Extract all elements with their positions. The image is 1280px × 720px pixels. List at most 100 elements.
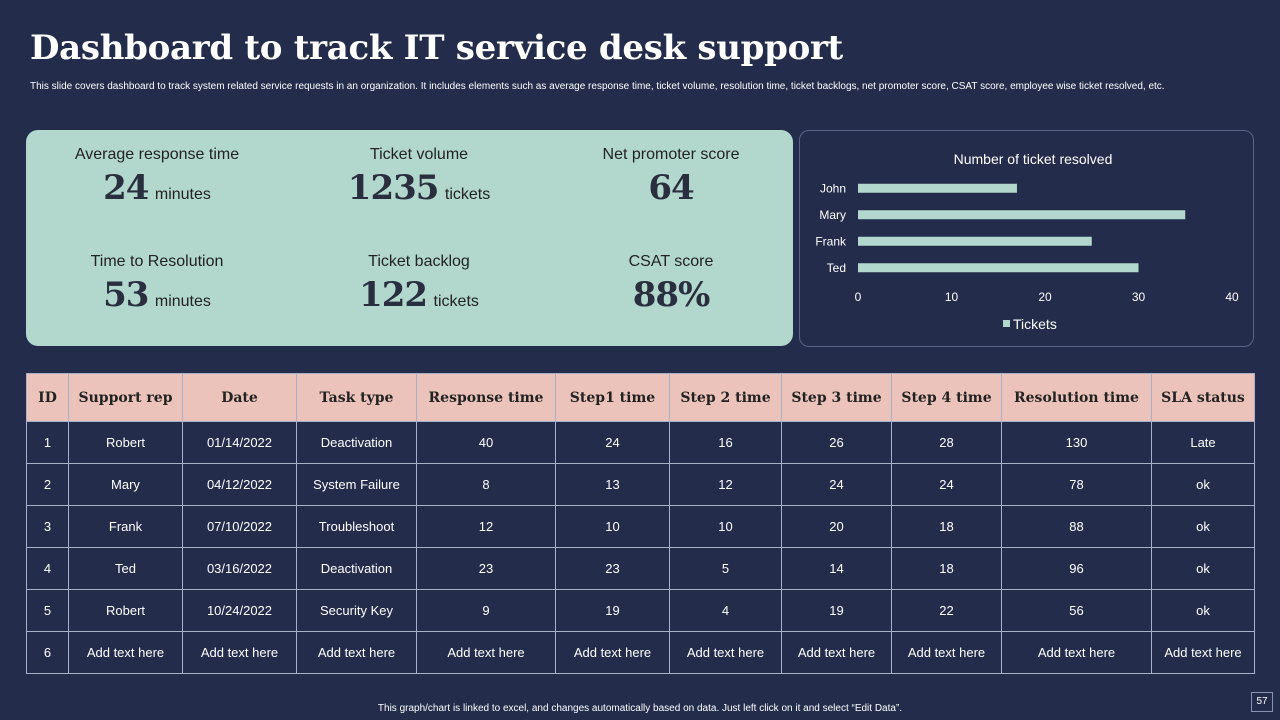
table-cell: Security Key [296,589,417,632]
column-header: Step 4 time [891,373,1002,422]
kpi-unit: tickets [444,186,491,203]
table-cell: 12 [416,505,556,548]
y-tick-label: John [820,181,846,195]
table-cell: Deactivation [296,421,417,464]
kpi-value: 24 [103,168,149,208]
kpi-label: Ticket backlog [368,253,470,270]
support-table: ID Support rep Date Task type Response time S… [26,373,1255,674]
legend-label: Tickets [1013,316,1057,332]
table-cell: 04/12/2022 [182,463,297,506]
table-cell: ok [1151,505,1255,548]
table-header-row: ID Support rep Date Task type Response time S… [26,373,1255,422]
table-cell: 03/16/2022 [182,547,297,590]
bar-mary [858,210,1186,220]
table-cell: Frank [68,505,183,548]
column-header: ID [26,373,69,422]
kpi-average-response-time: Average response time 24 minutes [32,146,282,208]
table-cell: 01/14/2022 [182,421,297,464]
y-tick-label: Ted [827,261,846,275]
table-cell: Add text here [182,631,297,674]
kpi-ticket-backlog: Ticket backlog 122 tickets [294,253,544,315]
column-header: Task type [296,373,417,422]
kpi-value: 88% [632,275,711,315]
bar-frank [858,236,1092,246]
y-tick-label: Mary [819,208,846,222]
chart-panel[interactable]: Number of ticket resolved John Mary Frank Te… [799,130,1254,347]
table-cell: 8 [416,463,556,506]
column-header: Step 2 time [669,373,782,422]
table-cell: 16 [669,421,782,464]
kpi-unit: minutes [154,186,211,203]
kpi-net-promoter-score: Net promoter score 64 [546,146,796,208]
kpi-label: Time to Resolution [90,253,224,270]
kpi-time-to-resolution: Time to Resolution 53 minutes [32,253,282,315]
kpi-ticket-volume: Ticket volume 1235 tickets [294,146,544,208]
table-cell: 07/10/2022 [182,505,297,548]
table-cell: 96 [1001,547,1152,590]
table-cell: 5 [669,547,782,590]
table-cell: 1 [26,421,69,464]
page-number: 57 [1251,692,1273,712]
table-cell: 2 [26,463,69,506]
table-cell: Add text here [68,631,183,674]
table-cell: Robert [68,589,183,632]
table-cell: 78 [1001,463,1152,506]
x-tick-label: 0 [855,290,862,304]
kpi-value: 53 [103,275,149,315]
table-cell: 12 [669,463,782,506]
x-tick-label: 30 [1132,290,1146,304]
column-header: Date [182,373,297,422]
table-cell: 14 [781,547,892,590]
bar-john [858,183,1017,193]
table-cell: 9 [416,589,556,632]
table-row: 4 Ted 03/16/2022 Deactivation 23 23 5 14 18 96 ok [26,547,1255,590]
x-tick-label: 40 [1225,290,1239,304]
table-cell: 4 [669,589,782,632]
column-header: Step1 time [555,373,670,422]
table-row: 2 Mary 04/12/2022 System Failure 8 13 12 24 24 78… [26,463,1255,506]
kpi-value: 122 [359,275,428,315]
table-cell: Add text here [781,631,892,674]
table-cell: Add text here [891,631,1002,674]
column-header: Support rep [68,373,183,422]
kpi-value: 1235 [347,168,440,208]
kpi-label: Net promoter score [602,146,740,163]
column-header: Step 3 time [781,373,892,422]
table-cell: 56 [1001,589,1152,632]
table-cell: Add text here [669,631,782,674]
table-row: 5 Robert 10/24/2022 Security Key 9 19 4 19 22 56 o… [26,589,1255,632]
table-cell: 10/24/2022 [182,589,297,632]
table-cell: ok [1151,463,1255,506]
table-cell: System Failure [296,463,417,506]
bar-chart[interactable]: Number of ticket resolved John Mary Frank Te… [800,131,1255,348]
table-cell: Add text here [555,631,670,674]
footer-note: This graph/chart is linked to excel, and… [377,703,903,714]
table-cell: Add text here [1151,631,1255,674]
slide-title: Dashboard to track IT service desk suppo… [30,28,843,68]
kpi-value: 64 [648,168,694,208]
table-cell: 23 [416,547,556,590]
table-cell: 4 [26,547,69,590]
table-cell: 20 [781,505,892,548]
table-cell: 5 [26,589,69,632]
table-cell: 88 [1001,505,1152,548]
table-cell: 23 [555,547,670,590]
table-cell: 10 [555,505,670,548]
kpi-unit: tickets [433,293,479,310]
table-cell: 6 [26,631,69,674]
legend-swatch [1003,320,1010,327]
table-cell: Add text here [296,631,417,674]
column-header: Resolution time [1001,373,1152,422]
column-header: SLA status [1151,373,1255,422]
table-cell: ok [1151,589,1255,632]
table-row: 3 Frank 07/10/2022 Troubleshoot 12 10 10 20 18 88… [26,505,1255,548]
table-cell: Mary [68,463,183,506]
table-cell: 28 [891,421,1002,464]
table-cell: ok [1151,547,1255,590]
table-cell: 10 [669,505,782,548]
table-cell: Add text here [1001,631,1152,674]
table-cell: 19 [555,589,670,632]
table-cell: Robert [68,421,183,464]
x-tick-label: 10 [945,290,959,304]
kpi-panel: Average response time 24 minutes Ticket … [26,130,793,346]
